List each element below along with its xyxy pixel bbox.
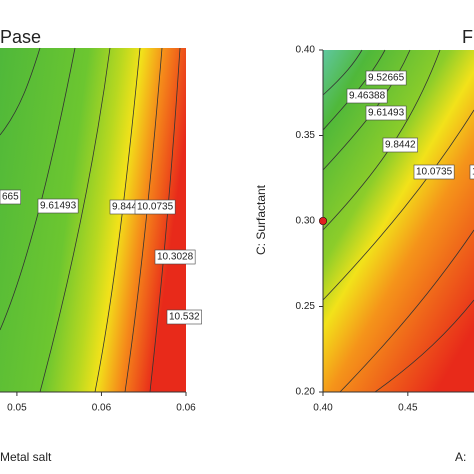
contour-label: 9.52665: [368, 73, 405, 84]
contour-lines: [0, 47, 474, 393]
x-tick-label: 0.06: [176, 403, 196, 414]
contour-label-box: [382, 137, 418, 153]
x-tick-label: 0.05: [7, 403, 27, 414]
contour-label: 9.46388: [349, 91, 386, 102]
y-tick-label: 0.25: [296, 301, 316, 312]
contour-label: 9.61493: [368, 108, 405, 119]
contour-label-box: [37, 198, 79, 214]
contour-label-box: [154, 249, 196, 265]
contour-label: 9.8442: [112, 202, 143, 213]
x-tick-label: 0.45: [398, 403, 418, 414]
contour-label: 10.3028: [157, 252, 194, 263]
chart-title: Pase: [0, 27, 41, 47]
contour-label-box: [469, 164, 474, 180]
design-point: [319, 217, 327, 225]
contour-label: 9.8442: [385, 140, 416, 151]
y-axis-label: C: Surfactant: [254, 184, 268, 255]
contour-label-box: [0, 189, 21, 205]
contour-label: 1: [472, 167, 474, 178]
y-tick-label: 0.35: [296, 130, 316, 141]
contour-label: 10.0735: [137, 202, 174, 213]
y-tick-label: 0.20: [296, 387, 316, 398]
contour-label: 9.61493: [40, 201, 77, 212]
contour-label-box: [365, 105, 407, 121]
contour-label: 10.532: [169, 312, 200, 323]
x-tick-label: 0.06: [92, 403, 112, 414]
contour-label-box: [365, 70, 407, 86]
y-tick-label: 0.40: [296, 45, 316, 56]
chart-title: F: [462, 27, 473, 47]
contour-label-box: [166, 309, 202, 325]
contour-label-box: [413, 164, 455, 180]
contour-label-box: [134, 199, 176, 215]
y-tick-label: 0.30: [296, 216, 316, 227]
heatmap: [0, 48, 186, 392]
contour-label-box: [346, 88, 388, 104]
contour-label: 10.0735: [416, 167, 453, 178]
heatmap: [323, 50, 474, 392]
x-axis-label: Metal salt: [0, 450, 52, 464]
x-axis-label: A:: [455, 450, 466, 464]
x-tick-label: 0.40: [313, 403, 333, 414]
contour-label: 665: [2, 192, 19, 203]
